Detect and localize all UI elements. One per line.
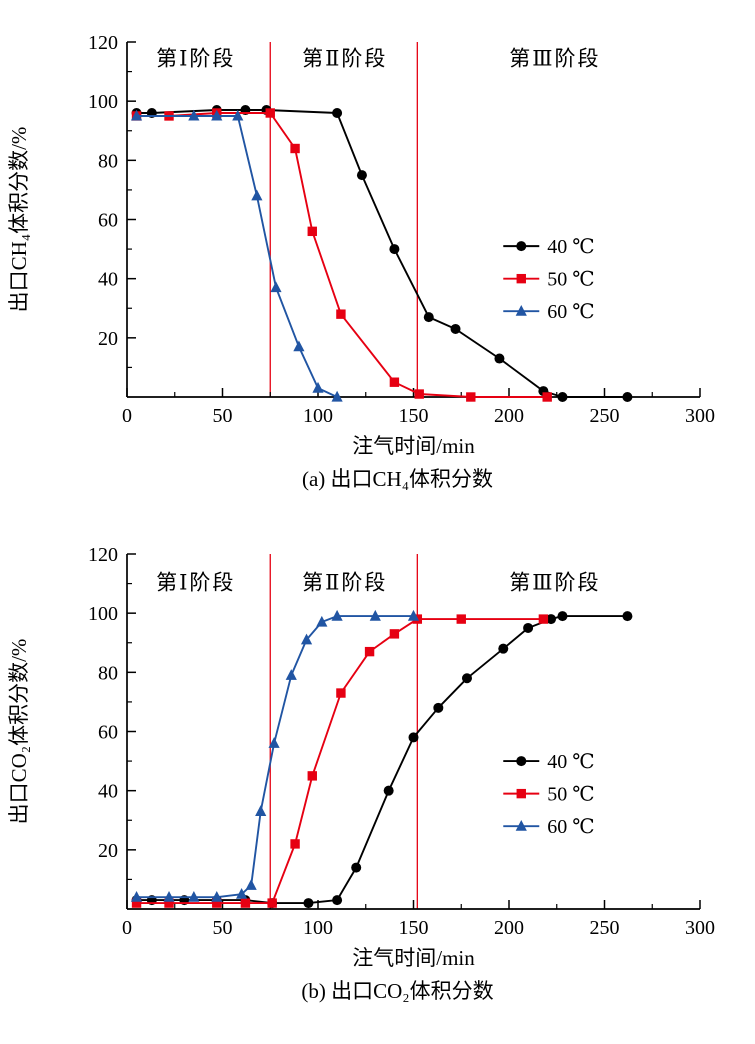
svg-text:第Ⅰ阶段: 第Ⅰ阶段	[156, 571, 235, 595]
svg-text:20: 20	[98, 840, 118, 862]
svg-text:100: 100	[303, 917, 333, 939]
svg-text:300: 300	[685, 405, 715, 427]
svg-text:60 ℃: 60 ℃	[547, 301, 594, 323]
chart-a-xaxis-label: 注气时间/min	[352, 434, 475, 458]
svg-text:200: 200	[494, 917, 524, 939]
svg-text:0: 0	[122, 405, 132, 427]
svg-text:150: 150	[399, 917, 429, 939]
svg-text:20: 20	[98, 328, 118, 350]
svg-text:250: 250	[590, 917, 620, 939]
svg-text:50: 50	[213, 405, 233, 427]
chart-a: 0 50 100 150 200 250 300 20 40 60 80 100 120 出口CH₄体积分…	[0, 2, 755, 496]
svg-text:出口CO₂体积分数/%: 出口CO₂体积分数/%	[7, 639, 31, 825]
chart-b-plot: 0 50 100 150 200 250 300 20 40 60 80 100 120 出口CO₂体积分…	[7, 544, 715, 939]
svg-text:第Ⅲ阶段: 第Ⅲ阶段	[509, 571, 600, 595]
svg-text:120: 120	[88, 32, 118, 54]
svg-text:40 ℃: 40 ℃	[547, 751, 594, 773]
svg-text:80: 80	[98, 150, 118, 172]
svg-text:40 ℃: 40 ℃	[547, 236, 594, 258]
svg-text:第Ⅲ阶段: 第Ⅲ阶段	[509, 47, 600, 71]
svg-text:60: 60	[98, 210, 118, 232]
svg-text:60 ℃: 60 ℃	[547, 816, 594, 838]
chart-b-xaxis-label: 注气时间/min	[352, 946, 475, 970]
chart-b: 0 50 100 150 200 250 300 20 40 60 80 100 120 出口CO₂体积分…	[0, 514, 755, 1008]
svg-text:40: 40	[98, 269, 118, 291]
svg-text:50 ℃: 50 ℃	[547, 269, 594, 291]
svg-text:300: 300	[685, 917, 715, 939]
svg-text:80: 80	[98, 662, 118, 684]
svg-text:100: 100	[303, 405, 333, 427]
svg-text:第Ⅰ阶段: 第Ⅰ阶段	[156, 47, 235, 71]
svg-text:0: 0	[122, 917, 132, 939]
chart-a-caption: (a) 出口CH₄体积分数	[301, 467, 494, 491]
svg-text:50 ℃: 50 ℃	[547, 784, 594, 806]
svg-text:出口CH₄体积分数/%: 出口CH₄体积分数/%	[7, 127, 31, 313]
svg-text:150: 150	[399, 405, 429, 427]
chart-a-plot: 0 50 100 150 200 250 300 20 40 60 80 100 120 出口CH₄体积分…	[7, 32, 715, 427]
svg-text:200: 200	[494, 405, 524, 427]
svg-text:60: 60	[98, 722, 118, 744]
svg-text:第Ⅱ阶段: 第Ⅱ阶段	[302, 571, 387, 595]
figure: 0 50 100 150 200 250 300 20 40 60 80 100 120 出口CH₄体积分…	[0, 2, 755, 1008]
chart-b-caption: (b) 出口CO₂体积分数	[301, 979, 494, 1003]
svg-text:40: 40	[98, 781, 118, 803]
svg-text:250: 250	[590, 405, 620, 427]
svg-text:100: 100	[88, 603, 118, 625]
svg-text:第Ⅱ阶段: 第Ⅱ阶段	[302, 47, 387, 71]
svg-text:50: 50	[213, 917, 233, 939]
svg-text:100: 100	[88, 91, 118, 113]
svg-text:120: 120	[88, 544, 118, 566]
